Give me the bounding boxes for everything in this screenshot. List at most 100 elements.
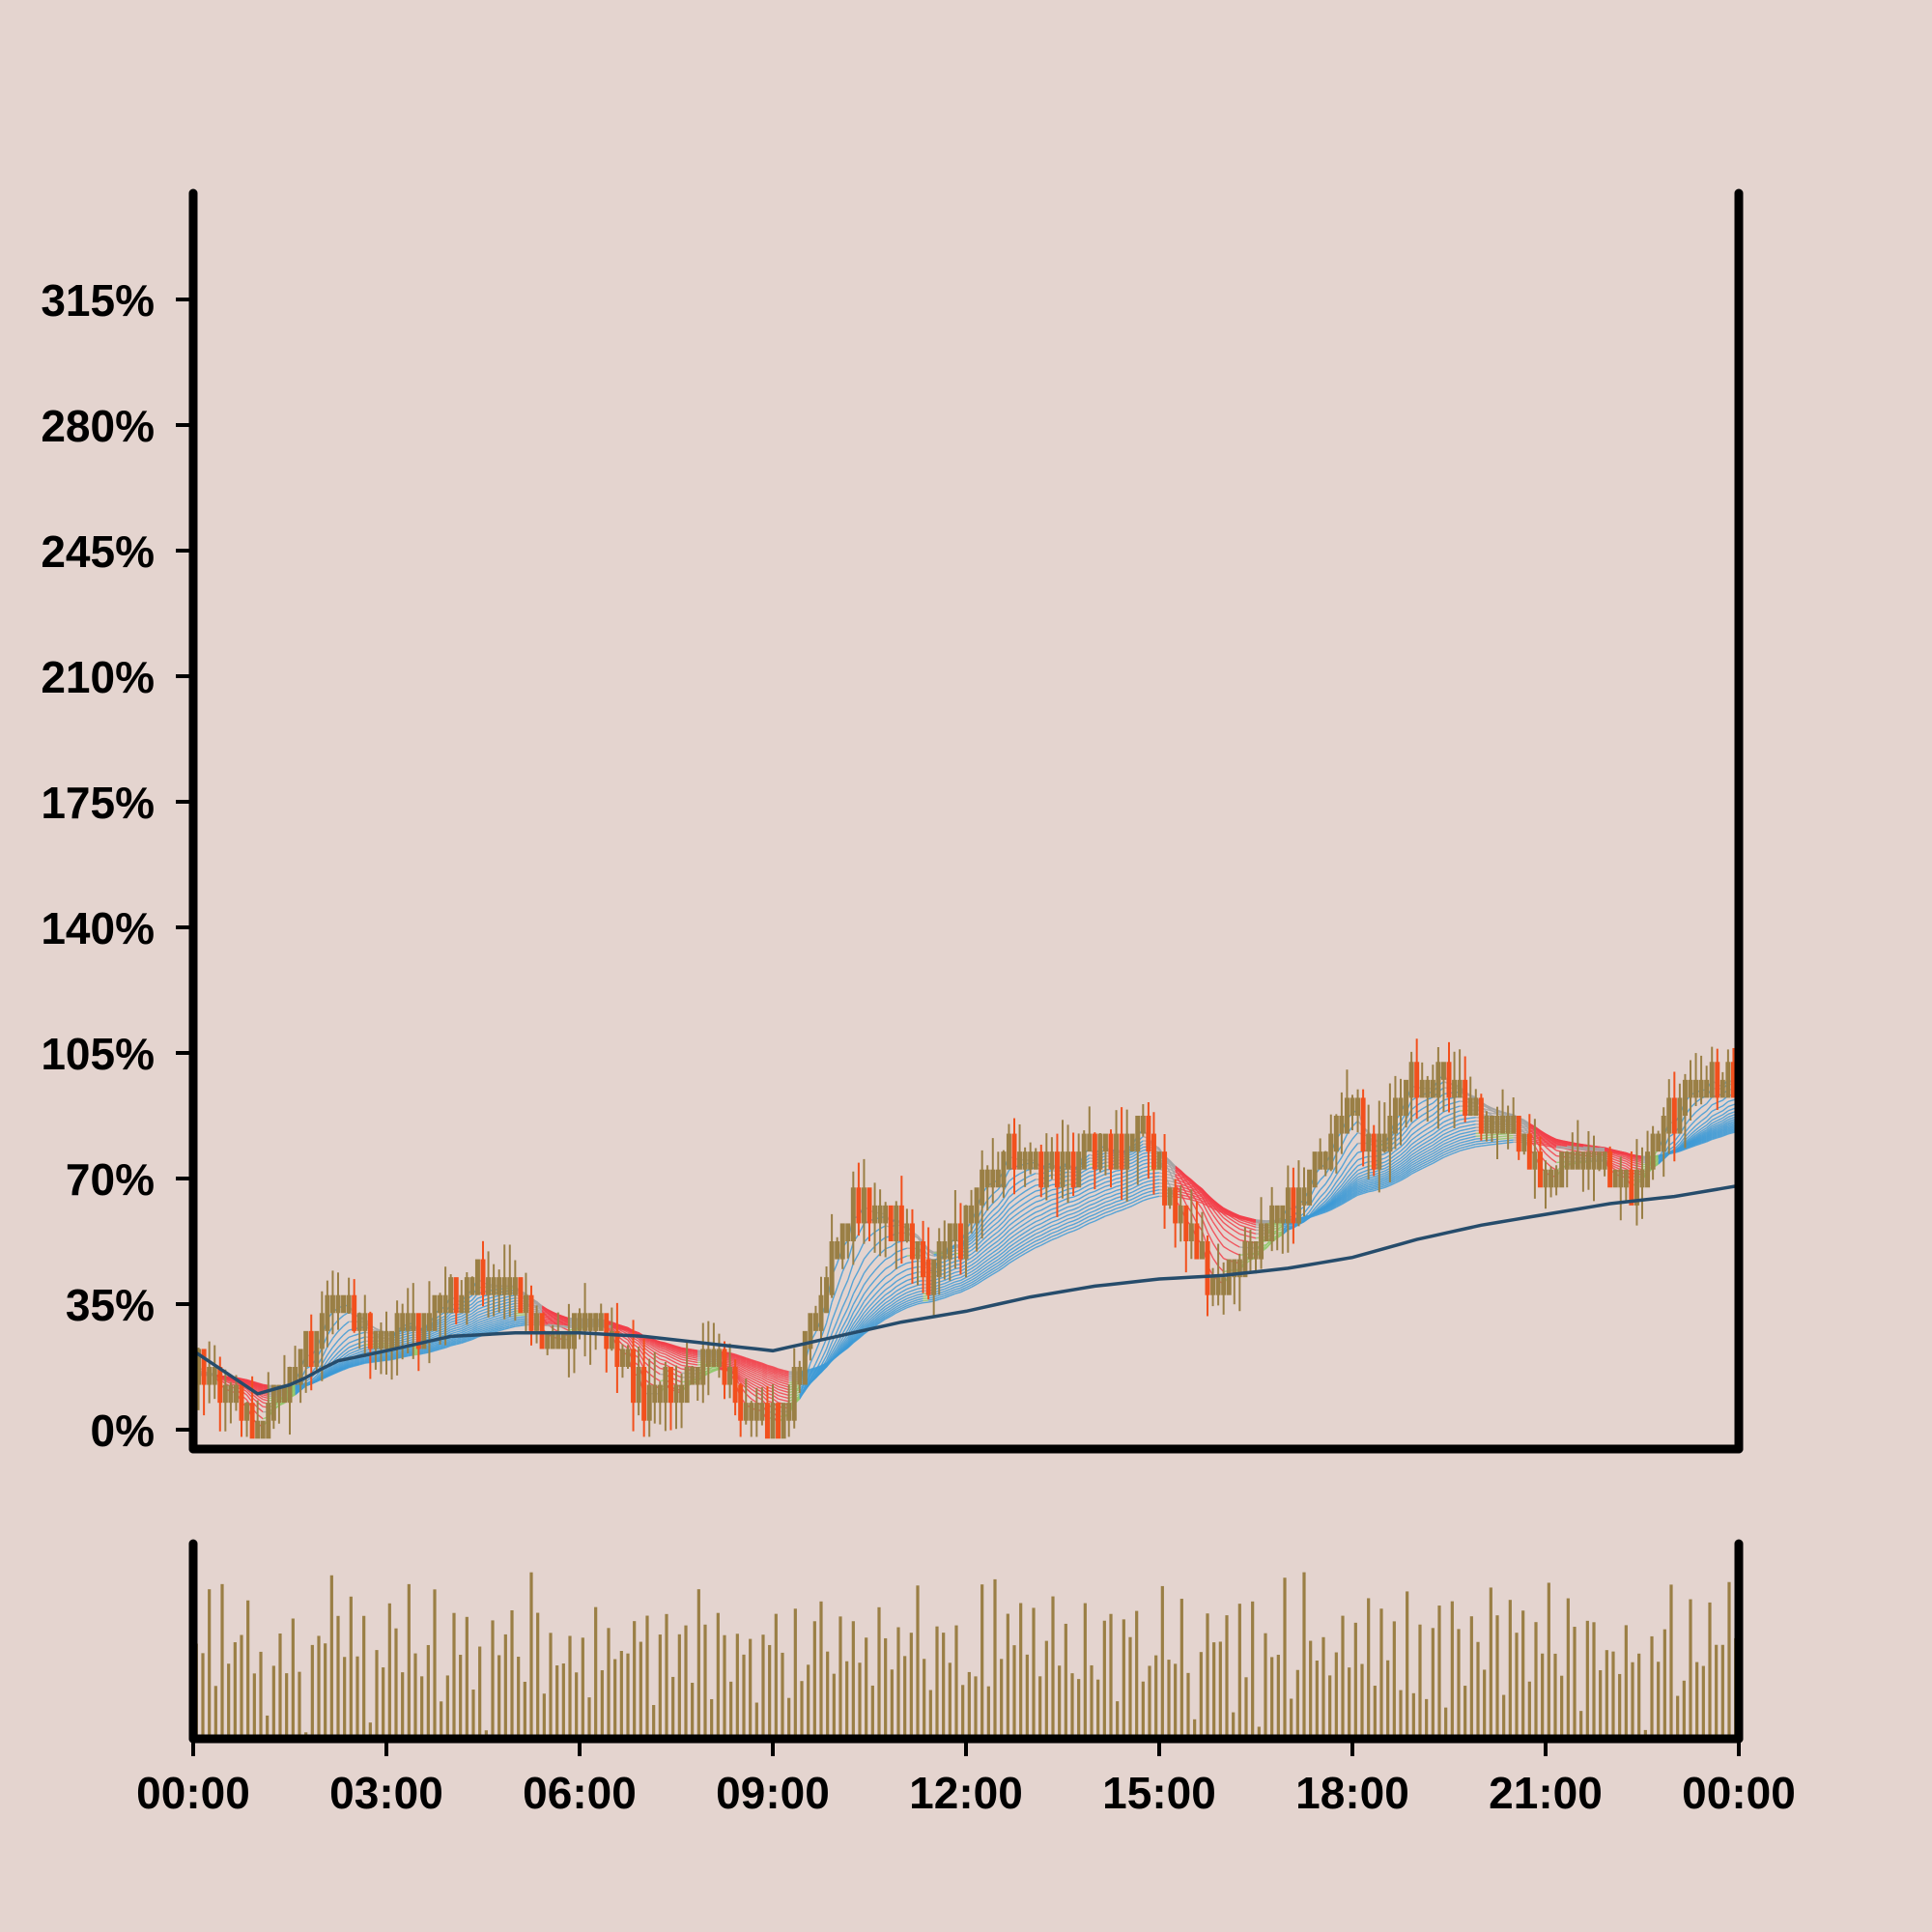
ribbon-segment	[863, 1317, 870, 1324]
ribbon-segment	[660, 1358, 667, 1362]
ribbon-segment	[1196, 1189, 1203, 1194]
ribbon-segment	[1351, 1189, 1358, 1195]
ribbon-segment	[456, 1331, 462, 1335]
ribbon-segment	[471, 1314, 478, 1320]
ribbon-segment	[1454, 1133, 1461, 1138]
ribbon-segment	[1089, 1190, 1095, 1194]
ribbon-segment	[1019, 1232, 1026, 1237]
ribbon-segment	[767, 1369, 774, 1373]
ribbon-segment	[863, 1314, 870, 1321]
ribbon-segment	[1250, 1228, 1257, 1232]
ribbon-segment	[1169, 1171, 1176, 1176]
ribbon-segment	[1700, 1116, 1708, 1122]
ribbon-segment	[1347, 1188, 1353, 1195]
ribbon-segment	[1437, 1125, 1444, 1131]
ribbon-segment	[1351, 1186, 1358, 1192]
ribbon-segment	[1078, 1211, 1085, 1216]
ribbon-segment	[1727, 1119, 1734, 1122]
ribbon-segment	[1410, 1148, 1418, 1153]
ribbon-segment	[885, 1298, 892, 1304]
ribbon-segment	[1024, 1187, 1032, 1192]
ribbon-segment	[456, 1337, 462, 1340]
ribbon-segment	[434, 1345, 440, 1349]
ribbon-segment	[997, 1198, 1005, 1207]
ribbon-segment	[1324, 1199, 1332, 1207]
ribbon-segment	[354, 1358, 360, 1362]
ribbon-segment	[1545, 1135, 1551, 1139]
ribbon-segment	[751, 1369, 757, 1373]
ribbon-segment	[1721, 1121, 1729, 1125]
ribbon-segment	[1009, 1215, 1015, 1222]
ribbon-segment	[1464, 1133, 1471, 1137]
ribbon-segment	[257, 1398, 264, 1404]
ribbon-segment	[1406, 1128, 1412, 1137]
ribbon-segment	[337, 1365, 344, 1370]
ribbon-segment	[976, 1269, 983, 1275]
ribbon-segment	[1314, 1189, 1321, 1198]
ribbon-segment	[740, 1359, 747, 1364]
ribbon-segment	[1706, 1104, 1713, 1112]
ribbon-segment	[343, 1336, 350, 1343]
ribbon-segment	[1695, 1127, 1702, 1134]
ribbon-segment	[1057, 1220, 1064, 1225]
ribbon-segment	[837, 1307, 843, 1321]
ribbon-segment	[1620, 1154, 1627, 1158]
ribbon-segment	[1067, 1220, 1074, 1224]
ribbon-segment	[1427, 1129, 1434, 1134]
ribbon-segment	[810, 1373, 816, 1378]
ribbon-segment	[1700, 1124, 1708, 1130]
ribbon-segment	[1406, 1162, 1412, 1168]
ribbon-segment	[885, 1272, 892, 1278]
ribbon-segment	[981, 1252, 988, 1258]
ribbon-segment	[1351, 1179, 1359, 1185]
ribbon-segment	[1395, 1146, 1402, 1151]
ribbon-segment	[858, 1272, 866, 1285]
ribbon-segment	[745, 1370, 753, 1375]
ribbon-segment	[482, 1324, 489, 1328]
ribbon-segment	[471, 1311, 478, 1318]
ribbon-segment	[1083, 1211, 1091, 1217]
ribbon-segment	[1443, 1147, 1450, 1151]
ribbon-segment	[820, 1338, 828, 1352]
ribbon-segment	[740, 1358, 747, 1363]
ribbon-segment	[1706, 1122, 1713, 1129]
ribbon-segment	[1486, 1108, 1492, 1112]
ribbon-segment	[778, 1378, 784, 1382]
ribbon-segment	[1717, 1130, 1723, 1134]
ribbon-segment	[675, 1358, 682, 1363]
ribbon-segment	[1019, 1236, 1026, 1241]
ribbon-segment	[1443, 1141, 1450, 1146]
ribbon-segment	[1179, 1171, 1187, 1177]
ribbon-segment	[509, 1321, 516, 1324]
ribbon-segment	[1169, 1163, 1177, 1169]
ribbon-segment	[1395, 1153, 1402, 1159]
ribbon-segment	[740, 1371, 747, 1377]
ribbon-segment	[1078, 1208, 1085, 1212]
ribbon-segment	[471, 1324, 478, 1329]
ribbon-segment	[1072, 1207, 1079, 1210]
ribbon-segment	[1330, 1193, 1337, 1201]
ribbon-segment	[1695, 1140, 1702, 1144]
ribbon-segment	[1228, 1221, 1236, 1227]
ribbon-segment	[756, 1366, 763, 1370]
ribbon-segment	[971, 1270, 978, 1276]
ribbon-segment	[1072, 1217, 1079, 1222]
ribbon-segment	[986, 1243, 994, 1250]
ribbon-segment	[1035, 1223, 1042, 1227]
ribbon-segment	[852, 1283, 860, 1294]
ribbon-segment	[815, 1368, 822, 1374]
ribbon-segment	[906, 1298, 913, 1302]
ribbon-segment	[1089, 1199, 1095, 1203]
ribbon-segment	[1083, 1188, 1091, 1193]
ribbon-segment	[1700, 1121, 1708, 1126]
ribbon-segment	[1217, 1229, 1225, 1237]
ribbon-segment	[1335, 1192, 1343, 1199]
ribbon-segment	[1030, 1211, 1037, 1216]
ribbon-segment	[477, 1306, 484, 1310]
ribbon-segment	[1368, 1181, 1375, 1184]
ribbon-segment	[912, 1291, 919, 1295]
ribbon-segment	[1727, 1117, 1734, 1121]
ribbon-segment	[1099, 1193, 1106, 1198]
ribbon-segment	[1067, 1212, 1074, 1216]
ribbon-segment	[944, 1280, 951, 1285]
